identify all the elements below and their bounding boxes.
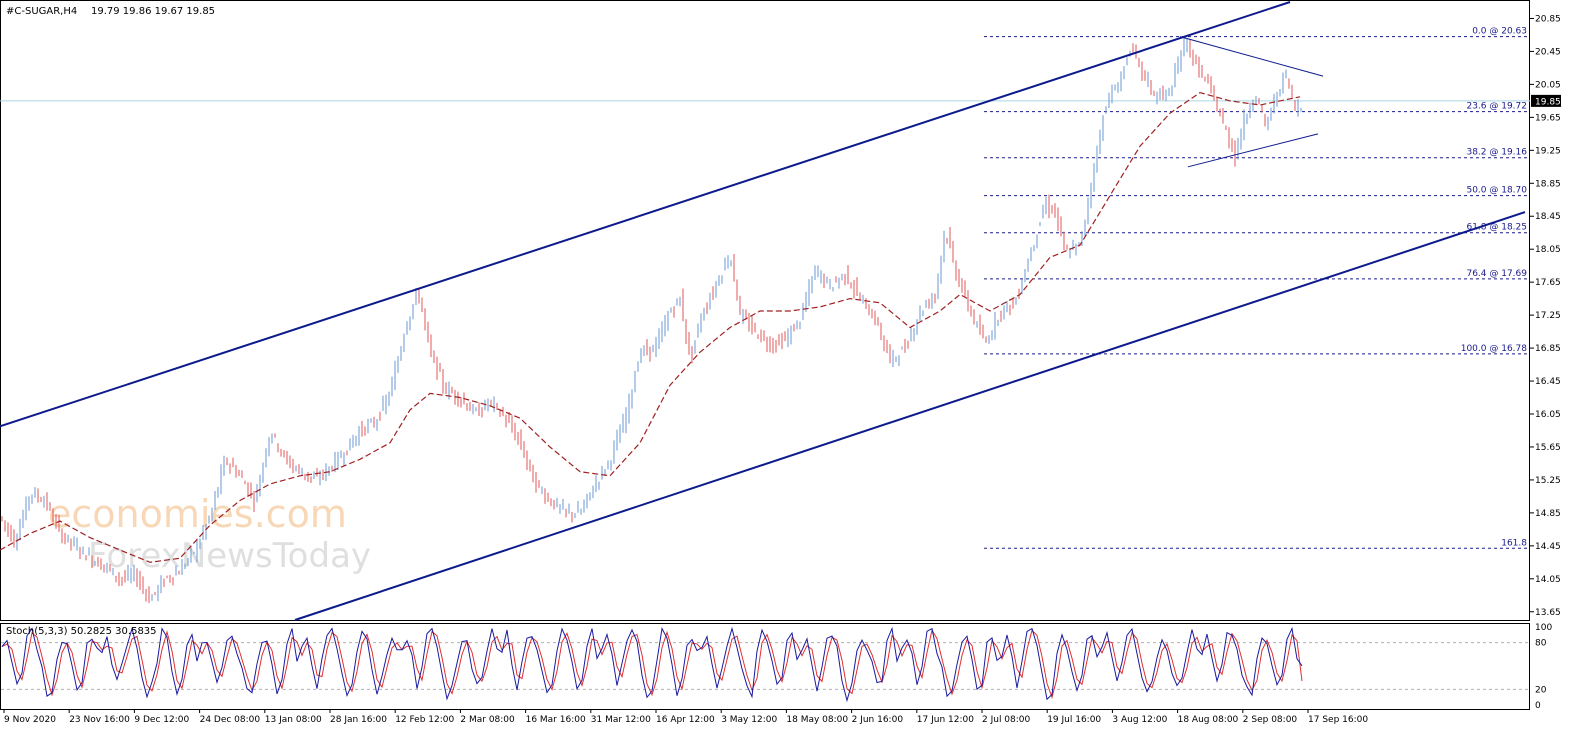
y-tick-label: 20.45: [1535, 47, 1561, 57]
y-tick-label: 18.85: [1535, 179, 1561, 189]
stoch-panel-frame: [0, 623, 1530, 710]
channel-upper-line: [0, 1, 1291, 428]
x-tick-label: 19 Jul 16:00: [1047, 715, 1101, 725]
x-tick-label: 17 Sep 16:00: [1308, 715, 1368, 725]
stoch-tick-label: 100: [1535, 623, 1552, 633]
fib-level-label: 0.0 @ 20.63: [1472, 27, 1527, 37]
candlesticks: [1, 36, 1302, 603]
channel-lines: [0, 1, 1526, 621]
x-tick-label: 2 Jun 16:00: [852, 715, 904, 725]
x-tick-label: 24 Dec 08:00: [200, 715, 261, 725]
stochastic-oscillator: 100 80 20 0: [1, 623, 1552, 711]
y-tick-label: 16.45: [1535, 377, 1561, 387]
triangle-upper-line: [1179, 36, 1324, 77]
stochastic-label: Stoch(5,3,3) 50.2825 30.5835: [6, 626, 157, 637]
x-tick-label: 12 Feb 12:00: [395, 715, 454, 725]
channel-lower-line: [294, 211, 1526, 621]
x-tick-label: 16 Apr 12:00: [656, 715, 715, 725]
x-tick-label: 2 Jul 08:00: [982, 715, 1031, 725]
x-tick-label: 9 Nov 2020: [4, 715, 56, 725]
y-tick-label: 16.85: [1535, 344, 1561, 354]
y-tick-label: 14.45: [1535, 542, 1561, 552]
y-tick-label: 14.05: [1535, 575, 1561, 585]
fib-level-label: 38.2 @ 19.16: [1466, 148, 1527, 158]
price-axis: 20.85 20.45 20.05 19.65 19.25 18.85 18.45 18.05…: [1530, 14, 1561, 618]
x-tick-label: 17 Jun 12:00: [917, 715, 974, 725]
y-tick-label: 17.65: [1535, 278, 1561, 288]
y-tick-label: 19.65: [1535, 113, 1561, 123]
triangle-lower-line: [1187, 133, 1319, 168]
x-tick-label: 18 May 08:00: [786, 715, 848, 725]
x-tick-label: 16 Mar 16:00: [526, 715, 586, 725]
y-tick-label: 19.25: [1535, 146, 1561, 156]
x-tick-label: 13 Jan 08:00: [265, 715, 322, 725]
watermark-line1: economies.com: [48, 492, 347, 536]
y-tick-label: 20.85: [1535, 14, 1561, 24]
time-axis: 9 Nov 2020 23 Nov 16:00 9 Dec 12:00 24 Dec …: [3, 709, 1368, 725]
stoch-tick-label: 80: [1535, 639, 1547, 649]
symbol-label: #C-SUGAR,H4: [6, 6, 77, 17]
moving-average-line: [0, 91, 1301, 563]
x-tick-label: 23 Nov 16:00: [69, 715, 130, 725]
stoch-tick-label: 20: [1535, 685, 1547, 695]
stoch-main-line: [1, 626, 1303, 703]
stoch-tick-label: 0: [1535, 701, 1541, 711]
y-tick-label: 13.65: [1535, 608, 1561, 618]
fib-level-label: 61.8 @ 18.25: [1466, 223, 1527, 233]
fib-level-label: 161.8: [1501, 538, 1527, 548]
main-panel-frame: [0, 0, 1530, 621]
x-tick-label: 3 Aug 12:00: [1112, 715, 1167, 725]
ohlc-values: 19.79 19.86 19.67 19.85: [91, 6, 215, 17]
y-tick-label: 16.05: [1535, 410, 1561, 420]
y-tick-label: 15.25: [1535, 476, 1561, 486]
fib-level-label: 76.4 @ 17.69: [1466, 269, 1527, 279]
watermark-line2: ForexNewsToday: [88, 536, 371, 576]
y-tick-label: 14.85: [1535, 509, 1561, 519]
y-tick-label: 18.05: [1535, 245, 1561, 255]
x-tick-label: 3 May 12:00: [721, 715, 777, 725]
fibonacci-levels: 0.0 @ 20.63 23.6 @ 19.72 38.2 @ 19.16 50.0 …: [984, 27, 1528, 549]
current-price-badge: [1531, 94, 1561, 107]
x-tick-label: 2 Mar 08:00: [460, 715, 515, 725]
x-tick-label: 9 Dec 12:00: [134, 715, 189, 725]
x-tick-label: 18 Aug 08:00: [1178, 715, 1239, 725]
x-tick-label: 31 Mar 12:00: [591, 715, 651, 725]
y-tick-label: 17.25: [1535, 311, 1561, 321]
y-tick-label: 15.65: [1535, 443, 1561, 453]
fib-level-label: 100.0 @ 16.78: [1461, 344, 1528, 354]
current-price-label: 19.85: [1535, 97, 1561, 107]
x-tick-label: 28 Jan 16:00: [330, 715, 387, 725]
stoch-signal-line: [1, 628, 1303, 699]
x-tick-label: 2 Sep 08:00: [1243, 715, 1298, 725]
y-tick-label: 20.05: [1535, 80, 1561, 90]
y-tick-label: 18.45: [1535, 212, 1561, 222]
fib-level-label: 50.0 @ 18.70: [1466, 186, 1527, 196]
fib-level-label: 23.6 @ 19.72: [1466, 102, 1527, 112]
